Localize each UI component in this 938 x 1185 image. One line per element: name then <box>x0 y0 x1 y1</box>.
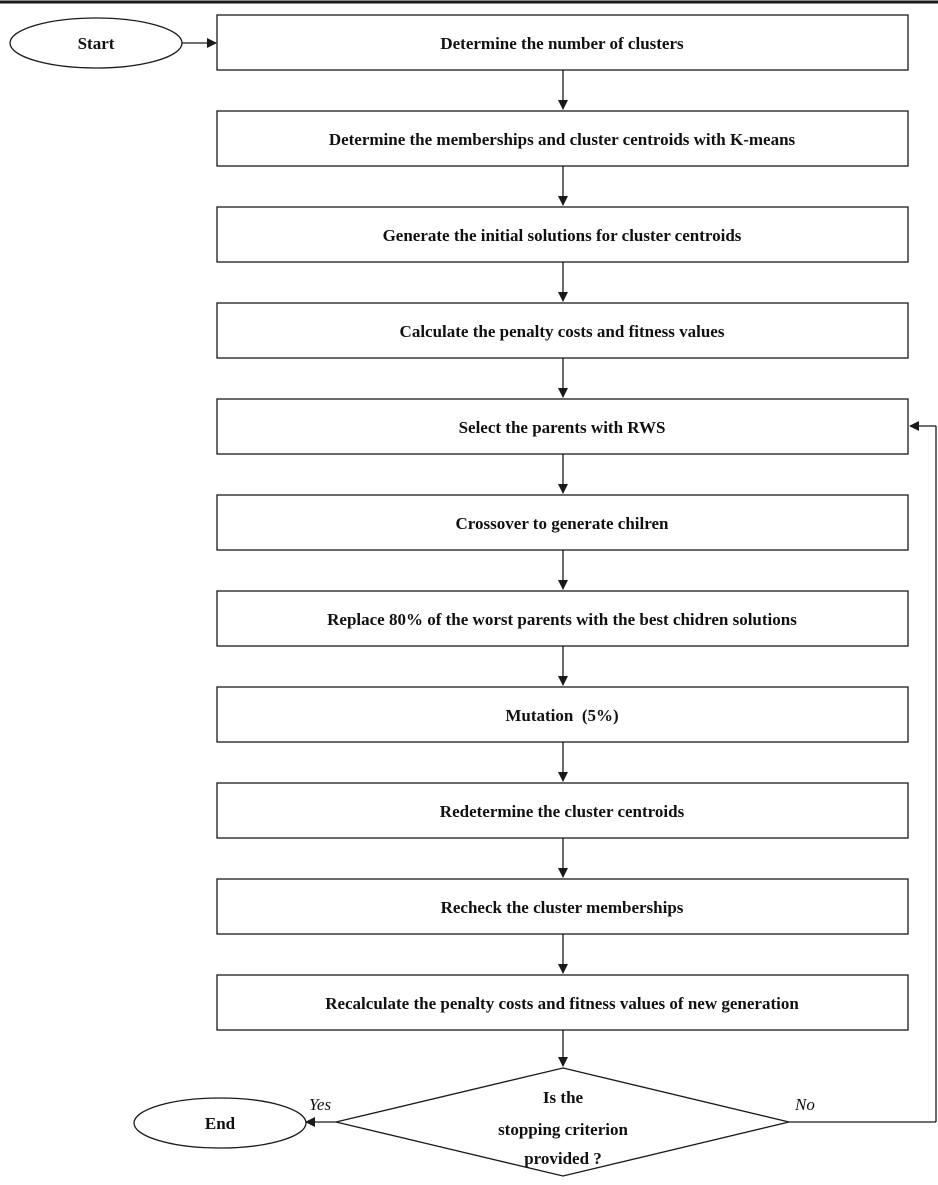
process-step: Determine the memberships and cluster ce… <box>216 110 909 167</box>
end-oval <box>133 1097 307 1149</box>
process-step: Replace 80% of the worst parents with th… <box>216 590 909 647</box>
process-step: Recheck the cluster memberships <box>216 878 909 935</box>
process-box <box>216 782 909 839</box>
process-step: Calculate the penalty costs and fitness … <box>216 302 909 359</box>
step-label: Recheck the cluster memberships <box>441 898 684 917</box>
decision-line-3: provided ? <box>524 1149 602 1168</box>
decision-node: Is the stopping criterion provided ? <box>335 1067 790 1177</box>
process-step: Mutation (5%) <box>216 686 909 743</box>
process-step: Recalculate the penalty costs and fitnes… <box>216 974 909 1031</box>
process-step: Redetermine the cluster centroids <box>216 782 909 839</box>
step-label: Determine the number of clusters <box>440 34 684 53</box>
process-box <box>216 494 909 551</box>
step-label: Recalculate the penalty costs and fitnes… <box>325 994 799 1013</box>
end-label: End <box>205 1114 236 1133</box>
process-box <box>216 878 909 935</box>
start-terminal: Start <box>9 17 183 69</box>
process-box <box>216 302 909 359</box>
step-label: Calculate the penalty costs and fitness … <box>400 322 725 341</box>
step-label: Select the parents with RWS <box>459 418 666 437</box>
step-label: Mutation (5%) <box>505 706 618 725</box>
end-terminal: End <box>133 1097 307 1149</box>
process-box <box>216 110 909 167</box>
process-step: Crossover to generate chilren <box>216 494 909 551</box>
step-label: Generate the initial solutions for clust… <box>383 226 742 245</box>
decision-diamond <box>335 1067 790 1177</box>
step-label: Crossover to generate chilren <box>456 514 669 533</box>
no-label: No <box>794 1095 815 1114</box>
step-label: Redetermine the cluster centroids <box>440 802 685 821</box>
process-step: Select the parents with RWS <box>216 398 909 455</box>
process-box <box>216 590 909 647</box>
decision-line-1: Is the <box>543 1088 584 1107</box>
process-box <box>216 206 909 263</box>
start-label: Start <box>78 34 115 53</box>
step-label: Replace 80% of the worst parents with th… <box>327 610 797 629</box>
process-step: Generate the initial solutions for clust… <box>216 206 909 263</box>
process-box <box>216 974 909 1031</box>
yes-label: Yes <box>309 1095 331 1114</box>
process-step: Determine the number of clusters <box>216 14 909 71</box>
process-box <box>216 686 909 743</box>
decision-line-2: stopping criterion <box>498 1120 628 1139</box>
step-label: Determine the memberships and cluster ce… <box>329 130 796 149</box>
process-box <box>216 14 909 71</box>
